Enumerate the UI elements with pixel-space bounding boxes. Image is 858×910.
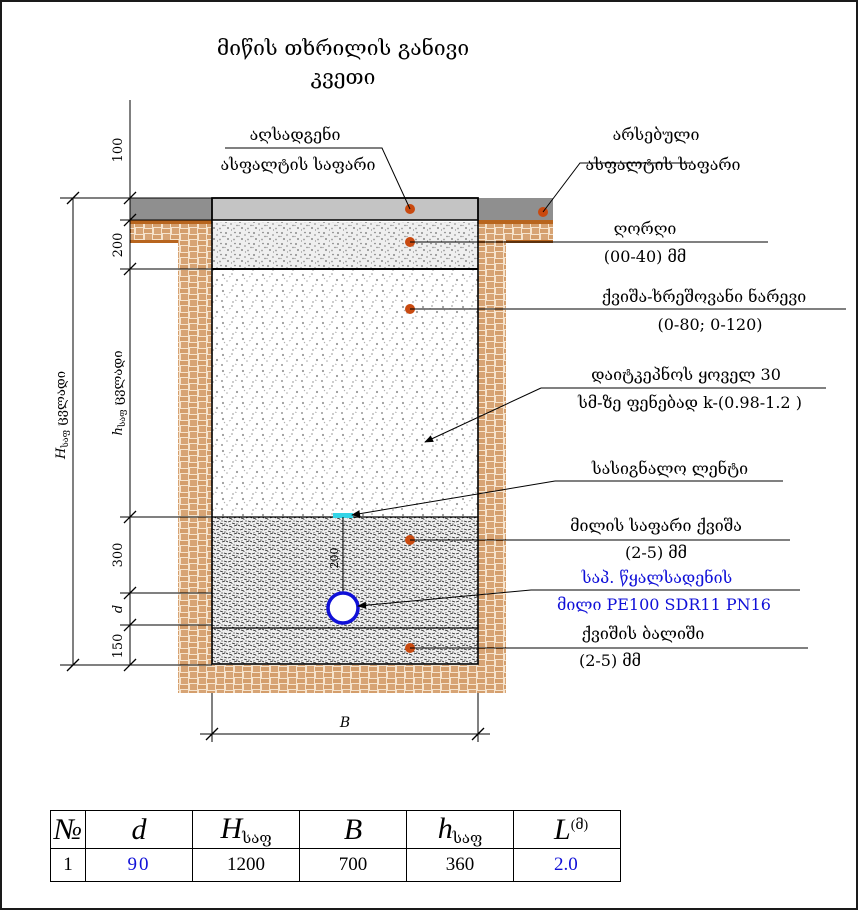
callout-pipe-cover-2: (2-5) მმ [625, 543, 687, 562]
dim-150: 150 [111, 634, 126, 659]
callout-existing-asphalt-2: ასფალტის საფარი [585, 155, 740, 174]
callout-sand-gravel-2: (0-80; 0-120) [657, 315, 762, 334]
signal-tape [333, 513, 353, 518]
callout-compaction-1: დაიტკეპნოს ყოველ 30 [591, 365, 781, 384]
callout-existing-asphalt-1: არსებული [613, 125, 700, 144]
callout-gravel-1: ღორღი [614, 219, 677, 238]
cell-H: 1200 [192, 848, 300, 882]
title-line-2: კვეთი [311, 65, 376, 89]
cell-L: 2.0 [513, 848, 621, 882]
dim-d: d [111, 605, 126, 613]
callout-pipe-cover-1: მილის საფარი ქვიშა [570, 516, 742, 535]
callout-new-asphalt-1: აღსადგენი [250, 125, 341, 144]
cell-d: 90 [85, 848, 193, 882]
header-h: hსაფ [406, 810, 514, 849]
table-header-row: № d Hსაფ B hსაფ L(მ) [50, 810, 621, 849]
new-asphalt-layer [211, 197, 479, 221]
header-L: L(მ) [513, 810, 621, 849]
callout-new-asphalt-2: ასფალტის საფარი [220, 155, 375, 174]
header-d: d [85, 810, 193, 849]
dim-100: 100 [111, 138, 126, 163]
dim-h-variable: hსაფცვლადი [111, 350, 128, 435]
existing-asphalt-layer [130, 198, 553, 220]
gravel-layer [212, 222, 478, 269]
soil-walls [130, 220, 553, 693]
dim-H-variable: Hსაფცვლადი [54, 371, 71, 460]
parameters-table: № d Hსაფ B hსაფ L(მ) 1 90 1200 700 360 2… [50, 810, 621, 882]
table-row: 1 90 1200 700 360 2.0 [50, 848, 621, 882]
sand-bed-layer [212, 628, 478, 664]
callout-compaction-2: სმ-ზე ფენებად k-(0.98-1.2 ) [577, 393, 802, 412]
cell-B: 700 [299, 848, 407, 882]
header-B: B [299, 810, 407, 849]
header-no: № [50, 810, 86, 849]
dim-B: B [339, 715, 350, 731]
callout-gravel-2: (00-40) მმ [604, 247, 686, 266]
dimension-lines [60, 100, 212, 672]
callout-signal-tape: სასიგნალო ლენტი [591, 459, 748, 478]
sand-gravel-mix-layer [212, 269, 478, 517]
cell-no: 1 [50, 848, 86, 882]
dim-200: 200 [111, 233, 126, 258]
cell-h: 360 [406, 848, 514, 882]
callout-sand-gravel-1: ქვიშა-ხრეშოვანი ნარევი [602, 287, 807, 306]
callout-water-pipe-1: საპ. წყალსადენის [581, 568, 732, 587]
callout-sand-bed-1: ქვიშის ბალიში [582, 624, 705, 643]
dim-300: 300 [111, 543, 126, 568]
title-line-1: მიწის თხრილის განივი [217, 36, 469, 60]
header-H: Hსაფ [192, 810, 300, 849]
callout-water-pipe-2: მილი PE100 SDR11 PN16 [557, 595, 771, 614]
pipe-gap-dim: 200 [328, 548, 341, 569]
callout-sand-bed-2: (2-5) მმ [579, 651, 641, 670]
water-pipe [326, 591, 360, 625]
leader-lines [225, 147, 846, 649]
width-dimension [200, 693, 490, 742]
